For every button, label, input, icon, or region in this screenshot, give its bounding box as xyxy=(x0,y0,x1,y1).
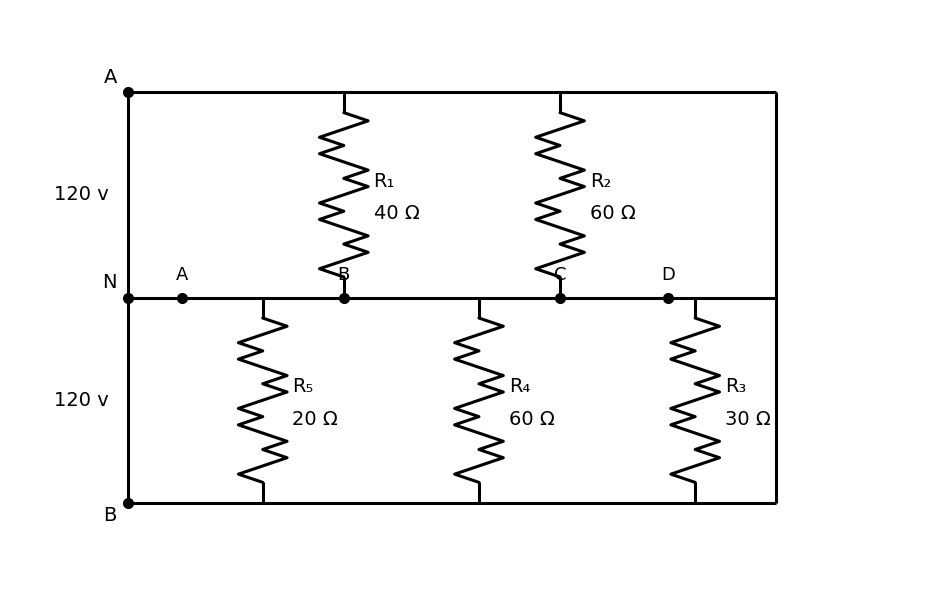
Text: A: A xyxy=(176,266,188,284)
Text: R₂: R₂ xyxy=(590,172,611,191)
Text: 60 Ω: 60 Ω xyxy=(509,409,554,428)
Text: 20 Ω: 20 Ω xyxy=(292,409,339,428)
Text: B: B xyxy=(338,266,350,284)
Text: B: B xyxy=(103,506,117,525)
Text: R₃: R₃ xyxy=(724,377,746,396)
Text: N: N xyxy=(102,273,117,292)
Text: R₁: R₁ xyxy=(374,172,395,191)
Text: C: C xyxy=(553,266,566,284)
Text: 40 Ω: 40 Ω xyxy=(374,204,419,223)
Text: A: A xyxy=(103,68,117,87)
Text: 60 Ω: 60 Ω xyxy=(590,204,635,223)
Text: 30 Ω: 30 Ω xyxy=(724,409,771,428)
Text: R₅: R₅ xyxy=(292,377,313,396)
Text: R₄: R₄ xyxy=(509,377,530,396)
Text: 120 v: 120 v xyxy=(54,391,109,410)
Text: 120 v: 120 v xyxy=(54,185,109,204)
Text: D: D xyxy=(661,266,675,284)
